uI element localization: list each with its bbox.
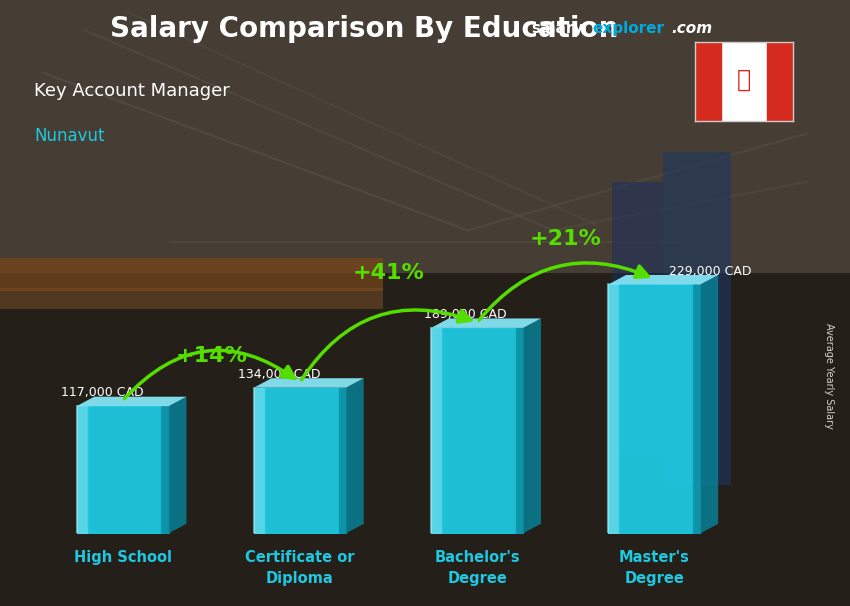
Text: 🍁: 🍁: [737, 68, 751, 92]
Text: Average Yearly Salary: Average Yearly Salary: [824, 323, 834, 428]
Polygon shape: [700, 275, 718, 533]
Text: 229,000 CAD: 229,000 CAD: [669, 265, 751, 278]
Text: Salary Comparison By Education: Salary Comparison By Education: [110, 15, 619, 43]
Polygon shape: [609, 275, 718, 284]
Text: +21%: +21%: [530, 229, 602, 249]
Polygon shape: [767, 42, 793, 121]
Text: Nunavut: Nunavut: [34, 127, 105, 145]
Text: .com: .com: [672, 21, 712, 36]
Polygon shape: [168, 397, 186, 533]
Polygon shape: [695, 42, 722, 121]
Polygon shape: [524, 319, 541, 533]
Text: 117,000 CAD: 117,000 CAD: [60, 387, 143, 399]
Text: Key Account Manager: Key Account Manager: [34, 82, 230, 100]
Text: explorer: explorer: [592, 21, 665, 36]
Polygon shape: [0, 273, 850, 606]
Text: +14%: +14%: [175, 346, 247, 366]
Polygon shape: [431, 319, 541, 328]
Polygon shape: [346, 378, 364, 533]
Text: salary: salary: [531, 21, 584, 36]
Bar: [0, 288, 382, 309]
Polygon shape: [254, 378, 364, 388]
Bar: [0, 258, 382, 291]
Text: 134,000 CAD: 134,000 CAD: [238, 368, 320, 381]
Text: 189,000 CAD: 189,000 CAD: [424, 308, 507, 321]
Bar: [612, 182, 663, 454]
Polygon shape: [76, 397, 186, 406]
Bar: [663, 152, 731, 485]
Polygon shape: [0, 0, 850, 273]
Text: +41%: +41%: [353, 263, 424, 284]
